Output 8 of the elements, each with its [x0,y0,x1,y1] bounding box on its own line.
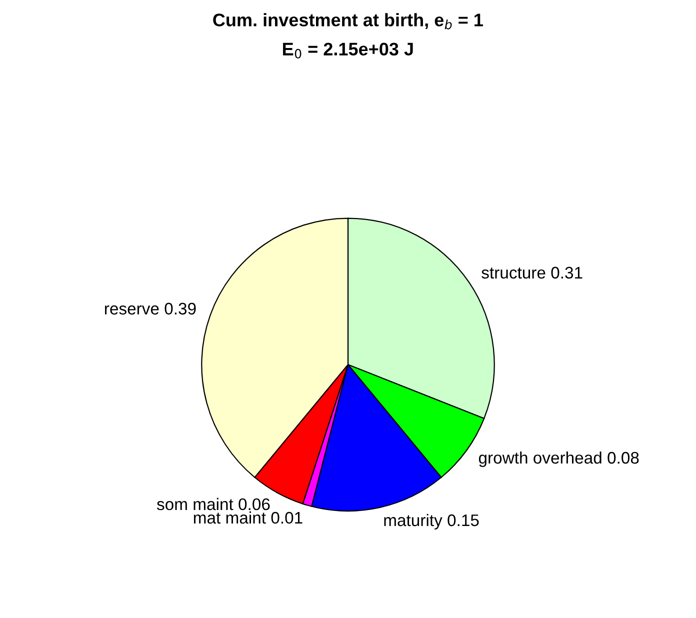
slice-label: growth overhead 0.08 [478,451,639,468]
chart-title: Cum. investment at birth, e$_{b}$ = 1 [213,13,483,30]
slice-label: reserve 0.39 [105,302,196,315]
chart-subtitle: E$_{0}$ = 2.15e+03 J [283,42,413,58]
slice-label: structure 0.31 [482,266,582,279]
slice-label: maturity 0.15 [384,514,479,530]
slice-label: mat maint 0.01 [194,511,302,524]
slice-label: som maint 0.06 [156,498,270,510]
